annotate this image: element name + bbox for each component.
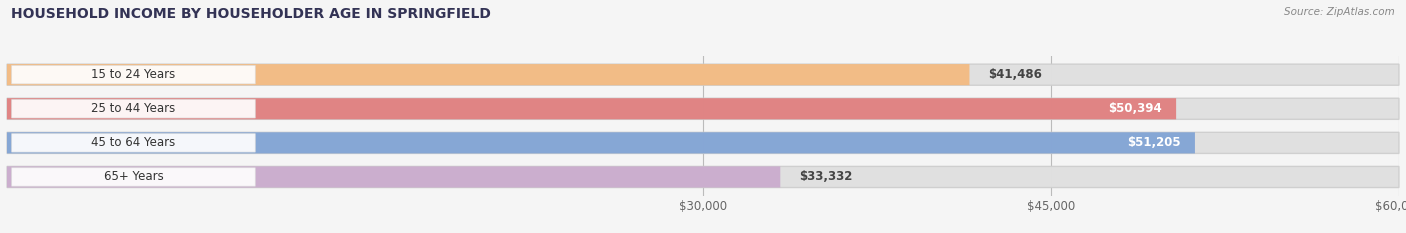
Text: Source: ZipAtlas.com: Source: ZipAtlas.com [1284,7,1395,17]
FancyBboxPatch shape [11,65,256,84]
FancyBboxPatch shape [7,132,1399,154]
Text: HOUSEHOLD INCOME BY HOUSEHOLDER AGE IN SPRINGFIELD: HOUSEHOLD INCOME BY HOUSEHOLDER AGE IN S… [11,7,491,21]
FancyBboxPatch shape [7,98,1399,119]
Text: $50,394: $50,394 [1108,102,1163,115]
Text: $51,205: $51,205 [1128,136,1181,149]
FancyBboxPatch shape [7,98,1177,119]
FancyBboxPatch shape [7,64,970,85]
Text: $41,486: $41,486 [988,68,1042,81]
Text: $33,332: $33,332 [799,171,852,183]
FancyBboxPatch shape [11,168,256,186]
FancyBboxPatch shape [7,166,1399,188]
Text: 15 to 24 Years: 15 to 24 Years [91,68,176,81]
FancyBboxPatch shape [7,98,1399,119]
Text: 45 to 64 Years: 45 to 64 Years [91,136,176,149]
FancyBboxPatch shape [7,166,1399,188]
FancyBboxPatch shape [7,64,1399,85]
FancyBboxPatch shape [7,64,1399,85]
Text: 25 to 44 Years: 25 to 44 Years [91,102,176,115]
Text: 65+ Years: 65+ Years [104,171,163,183]
FancyBboxPatch shape [7,166,780,188]
FancyBboxPatch shape [7,132,1399,154]
FancyBboxPatch shape [7,132,1195,154]
FancyBboxPatch shape [11,99,256,118]
FancyBboxPatch shape [11,134,256,152]
